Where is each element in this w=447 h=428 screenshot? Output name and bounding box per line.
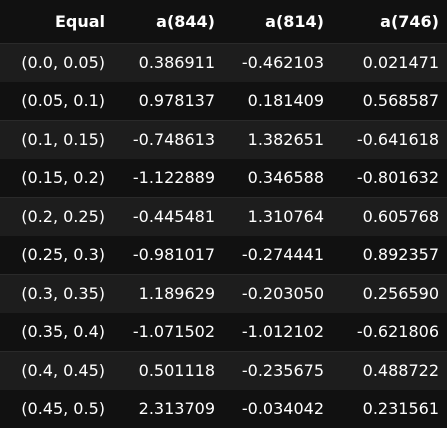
- table-header-row: Equal a(844) a(814) a(746): [0, 0, 447, 44]
- table-cell: 0.605768: [332, 197, 447, 236]
- row-index-cell: (0.4, 0.45): [0, 351, 113, 390]
- table-row: (0.0, 0.05) 0.386911 -0.462103 0.021471: [0, 43, 447, 82]
- row-index-cell: (0.05, 0.1): [21, 91, 105, 110]
- table-cell: 0.978137: [138, 91, 215, 110]
- table-row: (0.2, 0.25) -0.445481 1.310764 0.605768: [0, 197, 447, 236]
- table-cell: -0.641618: [332, 120, 447, 159]
- table-cell: 0.488722: [332, 351, 447, 390]
- table-row: (0.3, 0.35) 1.189629 -0.203050 0.256590: [0, 274, 447, 313]
- table-cell: -0.235675: [223, 351, 332, 390]
- table-cell: 0.892357: [362, 245, 439, 264]
- row-index-cell: (0.35, 0.4): [21, 322, 105, 341]
- row-index-cell: (0.45, 0.5): [21, 399, 105, 418]
- table-cell: -0.981017: [132, 245, 215, 264]
- table-cell: 0.386911: [113, 43, 223, 82]
- table-cell: -0.621806: [356, 322, 439, 341]
- table-row: (0.25, 0.3) -0.981017 -0.274441 0.892357: [0, 236, 447, 275]
- table-cell: -0.462103: [223, 43, 332, 82]
- table-cell: 0.021471: [332, 43, 447, 82]
- column-header-a844: a(844): [156, 11, 215, 31]
- table-cell: -0.748613: [113, 120, 223, 159]
- table-cell: -0.801632: [356, 168, 439, 187]
- table-cell: 0.256590: [332, 274, 447, 313]
- table-row: (0.1, 0.15) -0.748613 1.382651 -0.641618: [0, 120, 447, 159]
- table-cell: 1.189629: [113, 274, 223, 313]
- table-cell: -0.203050: [223, 274, 332, 313]
- table-row: (0.35, 0.4) -1.071502 -1.012102 -0.62180…: [0, 313, 447, 352]
- row-index-cell: (0.2, 0.25): [0, 197, 113, 236]
- row-index-cell: (0.0, 0.05): [0, 43, 113, 82]
- table-cell: -1.012102: [241, 322, 324, 341]
- column-header-index: Equal: [54, 11, 105, 31]
- row-index-cell: (0.1, 0.15): [0, 120, 113, 159]
- table-cell: 0.346588: [247, 168, 324, 187]
- table-cell: -1.071502: [132, 322, 215, 341]
- table-cell: 0.231561: [362, 399, 439, 418]
- table-cell: 2.313709: [138, 399, 215, 418]
- row-index-cell: (0.15, 0.2): [21, 168, 105, 187]
- table-cell: -0.445481: [113, 197, 223, 236]
- table-cell: -0.274441: [241, 245, 324, 264]
- column-header-a814: a(814): [265, 11, 324, 31]
- table-cell: 0.501118: [113, 351, 223, 390]
- table-row: (0.4, 0.45) 0.501118 -0.235675 0.488722: [0, 351, 447, 390]
- row-index-cell: (0.3, 0.35): [0, 274, 113, 313]
- table-row: (0.15, 0.2) -1.122889 0.346588 -0.801632: [0, 159, 447, 198]
- table-cell: 1.310764: [223, 197, 332, 236]
- row-index-cell: (0.25, 0.3): [21, 245, 105, 264]
- table-cell: -0.034042: [241, 399, 324, 418]
- table-cell: 0.181409: [247, 91, 324, 110]
- table-cell: 1.382651: [223, 120, 332, 159]
- column-header-a746: a(746): [380, 11, 439, 31]
- table-cell: -1.122889: [132, 168, 215, 187]
- table-cell: 0.568587: [362, 91, 439, 110]
- table-row: (0.05, 0.1) 0.978137 0.181409 0.568587: [0, 82, 447, 121]
- table-row: (0.45, 0.5) 2.313709 -0.034042 0.231561: [0, 390, 447, 428]
